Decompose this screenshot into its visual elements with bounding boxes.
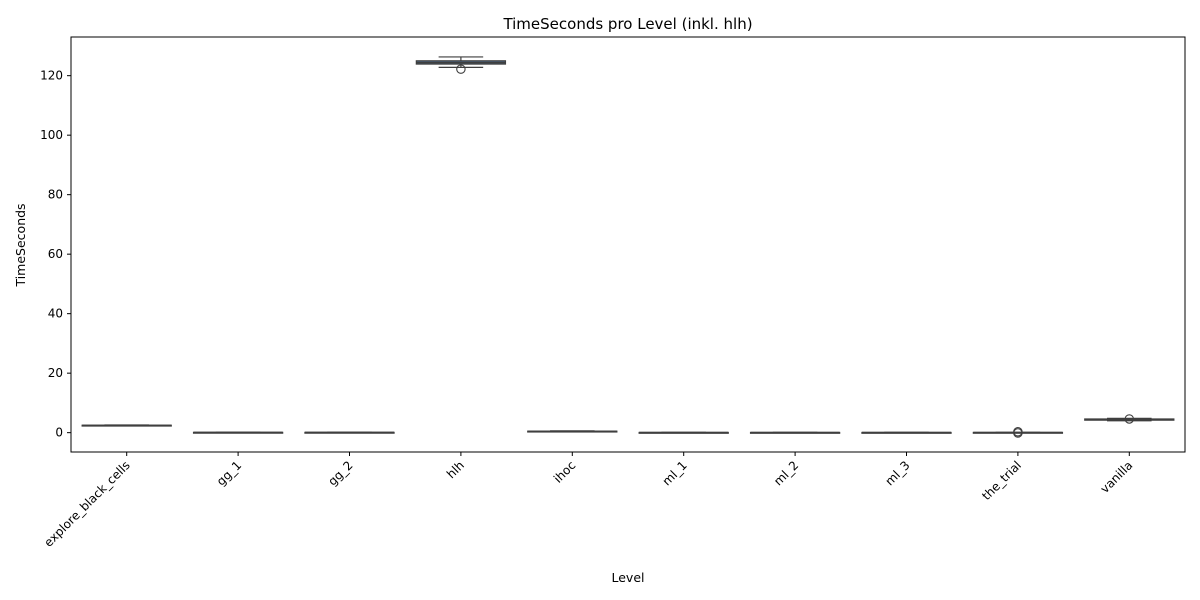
y-tick-label: 20 — [48, 366, 63, 380]
y-tick-label: 0 — [55, 426, 63, 440]
y-tick-label: 40 — [48, 307, 63, 321]
x-tick-label: the_trial — [979, 458, 1024, 503]
y-tick-label: 100 — [40, 128, 63, 142]
y-tick-label: 60 — [48, 247, 63, 261]
x-tick-label: ml_1 — [660, 458, 690, 488]
box-group-hlh — [415, 56, 507, 74]
y-axis: 0 20 40 60 80 100 120 — [40, 69, 71, 440]
x-tick-label: ml_2 — [771, 458, 801, 488]
box-group-gg_1 — [192, 431, 284, 434]
box-group-ml_2 — [749, 431, 841, 434]
x-tick-label: gg_2 — [325, 458, 355, 488]
box-group-ihoc — [527, 430, 618, 433]
outlier-point — [1124, 414, 1135, 424]
x-axis-label: Level — [612, 570, 645, 585]
y-tick-label: 80 — [48, 188, 63, 202]
plot-area — [81, 56, 1175, 438]
box-group-ml_3 — [861, 431, 952, 434]
box-group-explore_black_cells — [81, 424, 172, 427]
box-group-ml_1 — [638, 431, 729, 434]
x-tick-label: hlh — [444, 458, 467, 481]
box-group-vanilla — [1084, 414, 1175, 424]
x-tick-label: ml_3 — [882, 458, 912, 488]
x-tick-label: explore_black_cells — [41, 458, 132, 549]
y-tick-label: 120 — [40, 69, 63, 83]
outlier-point — [456, 64, 466, 74]
outlier-point — [1013, 428, 1023, 438]
plot-frame — [70, 36, 1186, 453]
x-tick-label: gg_1 — [214, 458, 244, 488]
box-group-the_trial — [972, 427, 1064, 438]
x-tick-label: vanilla — [1098, 458, 1136, 496]
chart-title: TimeSeconds pro Level (inkl. hlh) — [502, 15, 752, 33]
x-axis: explore_black_cells gg_1 gg_2 hlh ihoc ml_1 ml… — [41, 452, 1135, 550]
x-tick-label: ihoc — [551, 458, 578, 485]
box-group-gg_2 — [304, 431, 395, 434]
y-axis-label: TimeSeconds — [13, 203, 28, 287]
